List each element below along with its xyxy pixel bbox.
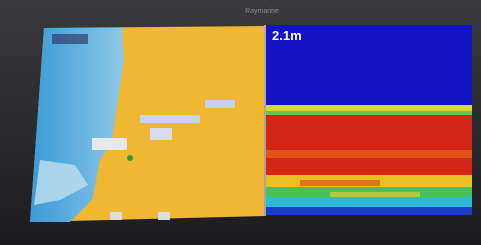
bottom-return bbox=[266, 115, 472, 175]
return-streak bbox=[330, 192, 420, 197]
dock bbox=[150, 128, 172, 140]
return-streak bbox=[300, 180, 380, 186]
return-band bbox=[266, 150, 472, 158]
device-photo: Raymarine 2.1m bbox=[0, 0, 481, 245]
return-band bbox=[266, 207, 472, 215]
page: Raymarine 2.1m (() => { const data = JSO… bbox=[0, 0, 481, 245]
bottom-line bbox=[266, 111, 472, 115]
chart-pane bbox=[30, 26, 264, 222]
depth-readout: 2.1m bbox=[272, 28, 302, 43]
dock bbox=[140, 115, 200, 123]
chart-button[interactable] bbox=[110, 212, 122, 220]
chart-button[interactable] bbox=[158, 212, 170, 220]
bottom-line bbox=[266, 105, 472, 111]
return-band bbox=[266, 197, 472, 207]
chart-scale bbox=[52, 34, 88, 44]
brand-logo: Raymarine bbox=[245, 8, 279, 15]
marina bbox=[92, 138, 127, 150]
sonar-pane: 2.1m bbox=[266, 25, 472, 215]
dock bbox=[205, 100, 235, 108]
vessel-marker bbox=[127, 155, 133, 161]
